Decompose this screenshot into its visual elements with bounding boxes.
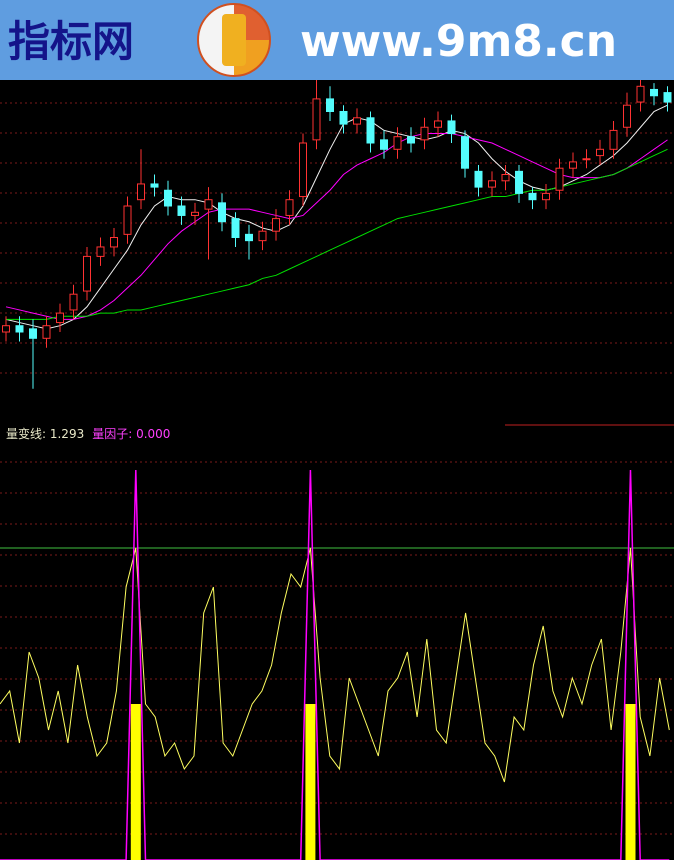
indicator-labels: 量变线: 1.293 量因子: 0.000 xyxy=(6,426,170,441)
candle-body xyxy=(569,161,577,169)
candle-body xyxy=(623,104,631,128)
candle-body xyxy=(123,205,132,235)
candle-body xyxy=(2,325,10,333)
candle-body xyxy=(366,117,375,144)
candle-body xyxy=(204,199,213,210)
candle-body xyxy=(164,189,172,207)
candle-body xyxy=(555,167,564,191)
candle-body xyxy=(609,129,618,150)
signal-bar xyxy=(625,704,636,860)
indicator-label: 量变线: 1.293 xyxy=(6,426,84,441)
candle-body xyxy=(663,92,672,103)
candle-body xyxy=(191,211,199,216)
volume-factor-line xyxy=(0,469,670,860)
candle-body xyxy=(137,183,145,201)
price-panel xyxy=(0,80,674,389)
candle-body xyxy=(96,246,105,257)
candle-body xyxy=(542,192,550,201)
candle-body xyxy=(528,192,537,201)
candle-body xyxy=(15,325,24,333)
candle-body xyxy=(339,111,348,125)
candle-body xyxy=(177,205,186,216)
candle-body xyxy=(83,255,91,292)
signal-bar xyxy=(305,704,316,860)
candle-body xyxy=(434,120,442,128)
candle-body xyxy=(447,120,456,135)
candle-body xyxy=(245,233,253,242)
moving-average-line xyxy=(6,148,668,320)
site-url: www.9m8.cn xyxy=(300,16,617,67)
candle-body xyxy=(258,230,267,242)
candle-body xyxy=(56,312,64,324)
candle-body xyxy=(582,158,591,161)
candle-body xyxy=(474,170,483,188)
site-name: 指标网 xyxy=(8,17,134,66)
candle-body xyxy=(515,170,523,194)
candle-body xyxy=(420,126,429,141)
candle-body xyxy=(636,85,645,103)
candle-body xyxy=(69,293,78,311)
candle-body xyxy=(312,98,321,141)
candle-body xyxy=(29,328,37,339)
volume-change-line xyxy=(0,547,670,783)
candle-body xyxy=(461,136,469,169)
indicator-panel xyxy=(0,461,674,860)
candle-body xyxy=(650,88,658,97)
signal-bar xyxy=(130,704,141,860)
indicator-label: 量因子: 0.000 xyxy=(92,427,170,441)
candle-body xyxy=(353,117,361,125)
candle-body xyxy=(218,202,226,223)
candle-body xyxy=(42,325,51,339)
moving-average-line xyxy=(5,104,668,330)
candle-body xyxy=(501,174,510,182)
candle-body xyxy=(272,218,280,232)
moving-average-line xyxy=(5,133,668,320)
candle-body xyxy=(393,136,402,150)
banner xyxy=(0,0,674,80)
candle-body xyxy=(231,218,240,239)
candle-body xyxy=(488,180,496,188)
candle-body xyxy=(299,142,307,198)
candle-body xyxy=(380,139,388,150)
candle-body xyxy=(285,199,294,216)
logo xyxy=(197,3,271,77)
candle-body xyxy=(407,136,415,144)
candle-body xyxy=(110,237,118,248)
candle-body xyxy=(596,148,604,157)
candle-body xyxy=(150,183,159,188)
candle-body xyxy=(326,98,334,113)
